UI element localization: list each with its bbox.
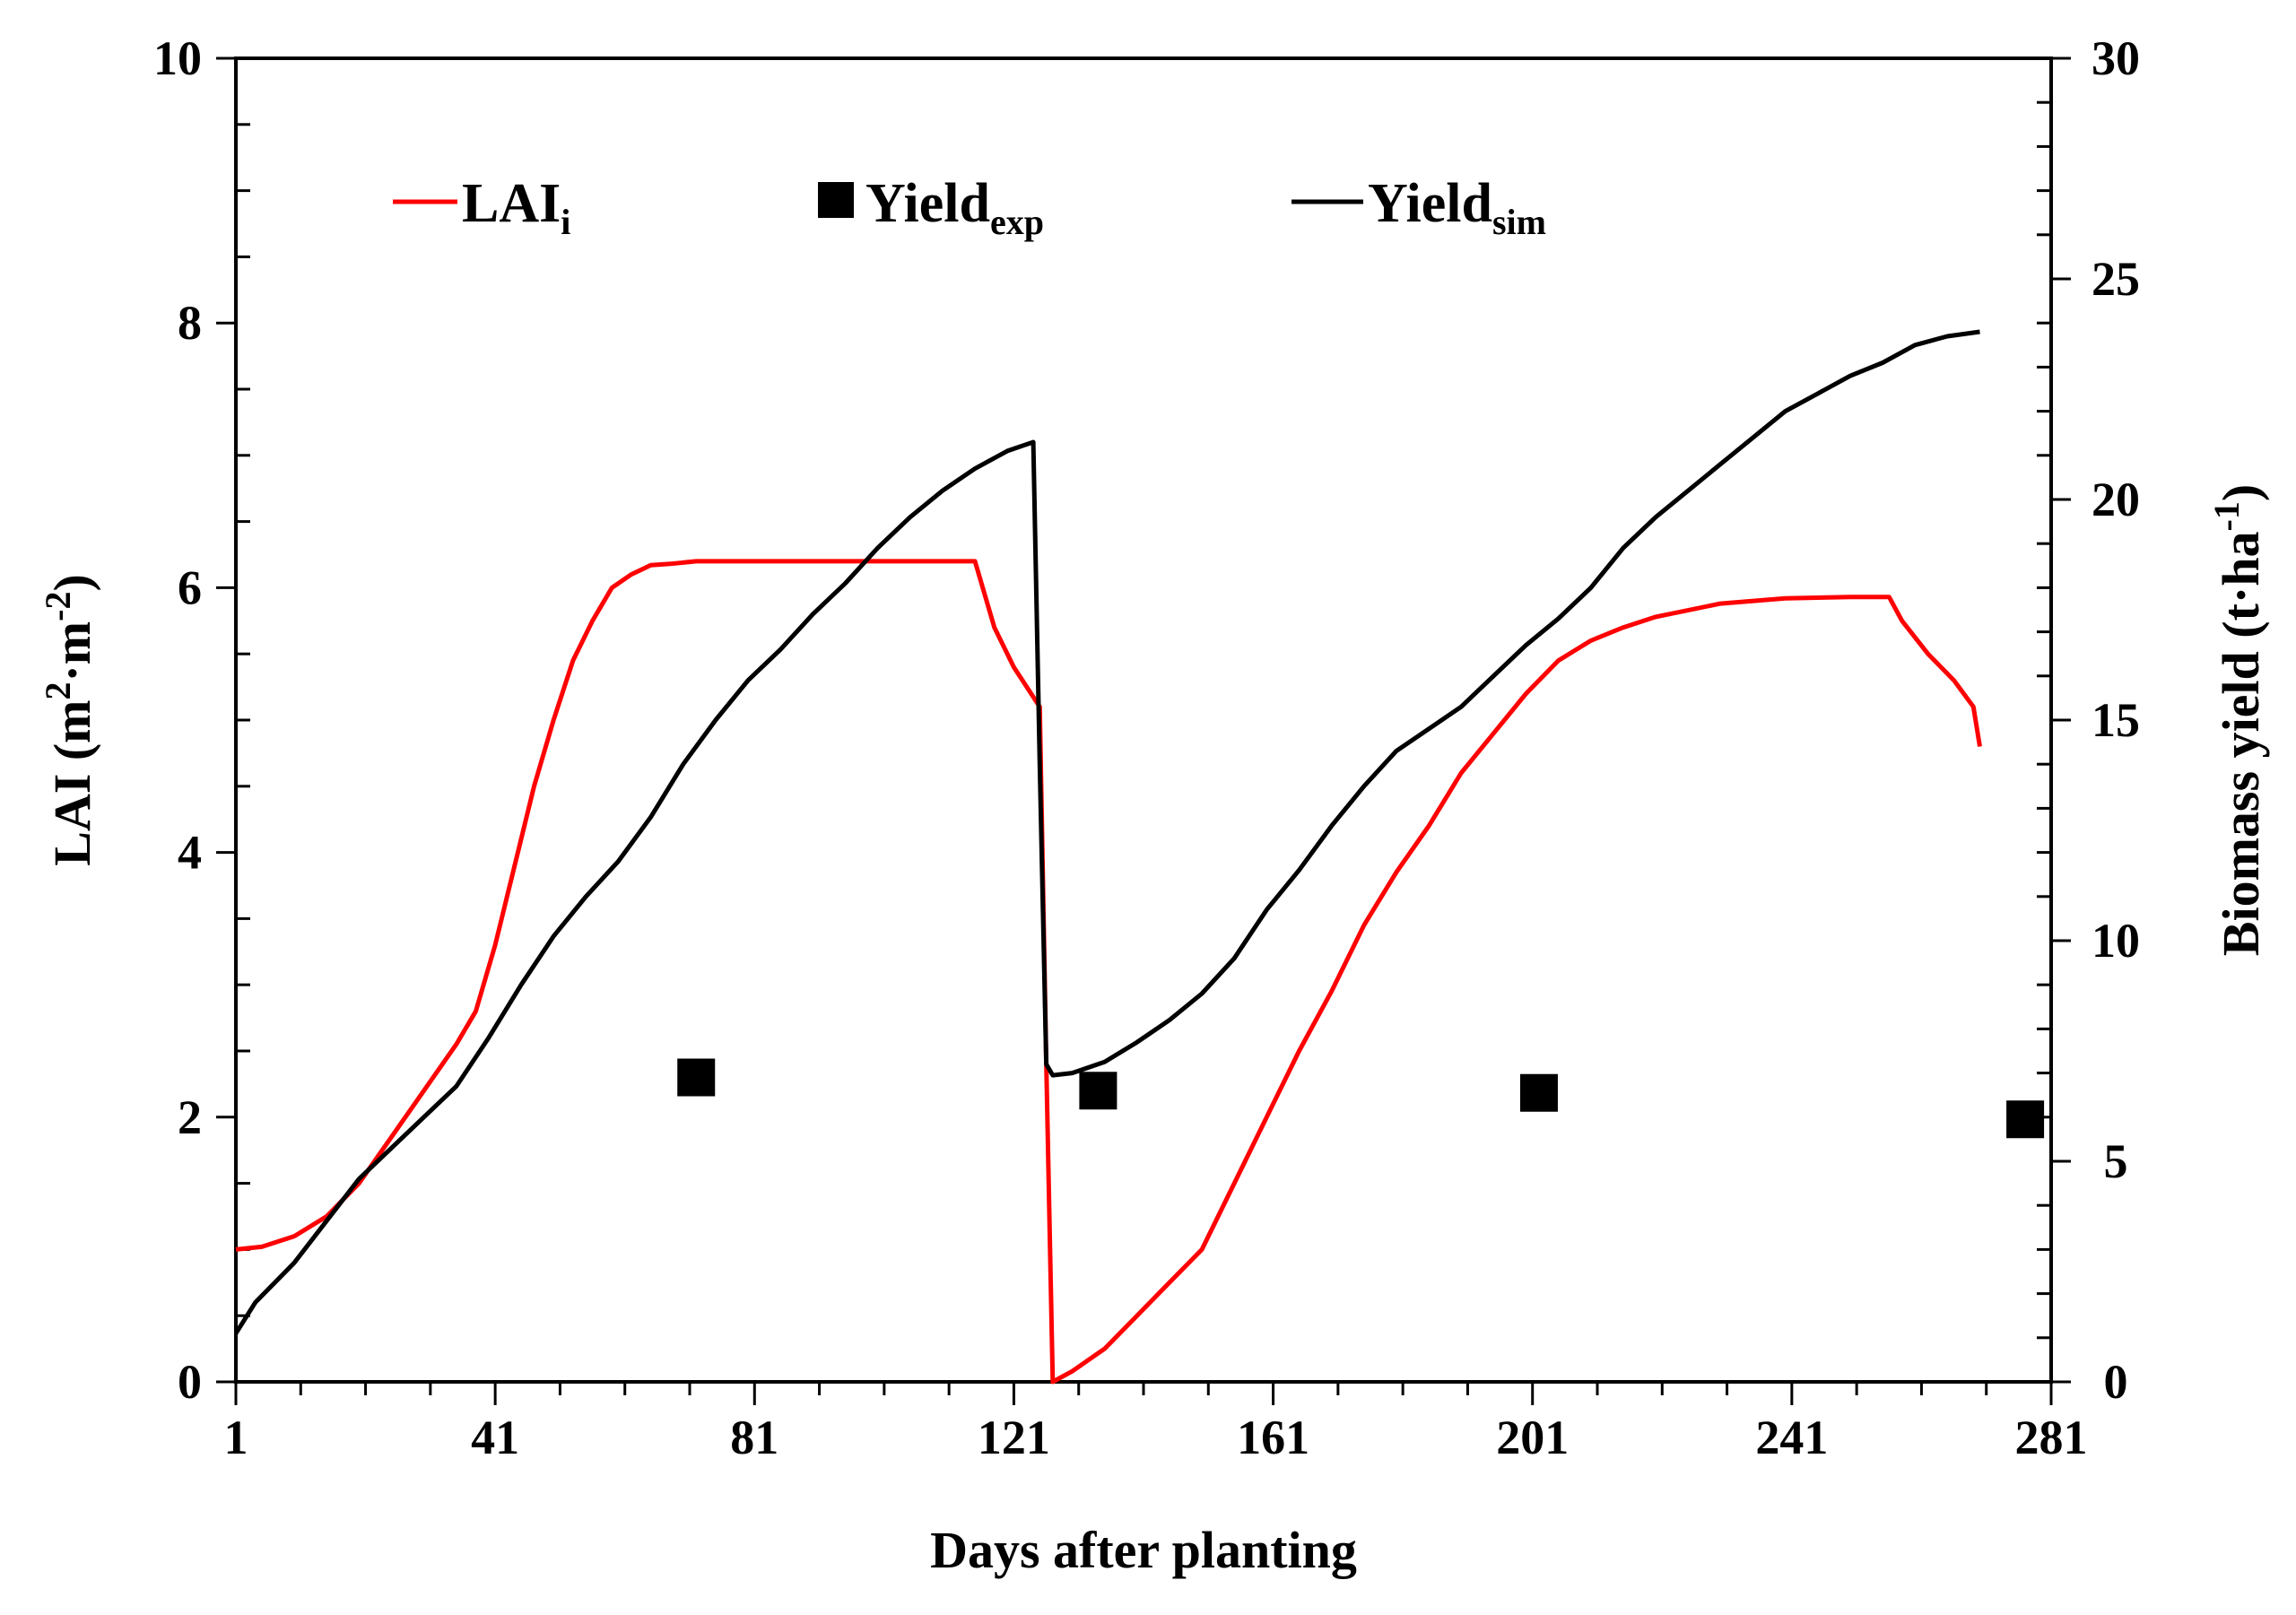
x-tick-label: 121 xyxy=(978,1411,1050,1464)
legend-yield-exp-label: Yieldexp xyxy=(865,173,1044,242)
yield-exp-marker xyxy=(1519,1073,1558,1112)
y-right-tick-label: 15 xyxy=(2092,693,2140,747)
y-right-tick-label: 25 xyxy=(2092,252,2140,306)
y-right-tick-label: 10 xyxy=(2092,914,2140,968)
y-right-tick-label: 0 xyxy=(2104,1355,2128,1409)
y-right-tick-labels: 0 5 10 15 20 25 30 xyxy=(2092,31,2140,1409)
y-left-tick-label: 6 xyxy=(178,560,202,614)
yield-exp-marker xyxy=(1079,1072,1118,1110)
x-tick-label: 201 xyxy=(1496,1411,1569,1464)
y-left-axis-title: LAI (m2·m-2) xyxy=(38,574,101,866)
yield-exp-marker xyxy=(677,1058,716,1097)
x-tick-label: 81 xyxy=(730,1411,778,1464)
y-right-tick-label: 5 xyxy=(2104,1134,2128,1188)
yield-exp-marker xyxy=(2006,1100,2045,1139)
y-right-axis-title: Biomass yield (t·ha-1) xyxy=(2206,484,2270,956)
y-left-tick-label: 0 xyxy=(178,1355,202,1409)
legend-yield-exp-swatch xyxy=(818,182,854,218)
plot-area xyxy=(234,56,2053,1384)
legend: LAIi Yieldexp Yieldsim xyxy=(393,173,1546,242)
x-tick-label: 241 xyxy=(1755,1411,1828,1464)
series-layer xyxy=(233,329,2045,1385)
x-tick-label: 161 xyxy=(1237,1411,1309,1464)
legend-yield-sim-label: Yieldsim xyxy=(1368,173,1546,242)
x-tick-label: 281 xyxy=(2015,1411,2088,1464)
y-left-tick-label: 2 xyxy=(178,1090,202,1144)
x-tick-labels: 1 41 81 121 161 201 241 281 xyxy=(224,1411,2088,1464)
series-line-yield-sim xyxy=(233,329,1980,1335)
series-line-lai-i xyxy=(235,559,1982,1385)
major-ticks xyxy=(216,56,2071,1405)
y-left-tick-labels: 0 2 4 6 8 10 xyxy=(153,31,202,1409)
x-axis-title: Days after planting xyxy=(930,1521,1357,1579)
x-tick-label: 1 xyxy=(224,1411,248,1464)
x-tick-label: 41 xyxy=(471,1411,519,1464)
y-right-tick-label: 30 xyxy=(2092,31,2140,85)
y-left-tick-label: 10 xyxy=(153,31,202,85)
y-left-tick-label: 4 xyxy=(178,826,202,880)
y-left-tick-label: 8 xyxy=(178,296,202,350)
legend-lai-label: LAIi xyxy=(462,173,570,242)
y-right-tick-label: 20 xyxy=(2092,473,2140,526)
